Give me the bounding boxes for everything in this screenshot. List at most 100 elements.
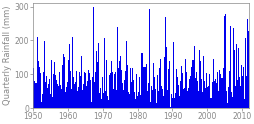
Bar [34, 81, 35, 108]
Bar [147, 91, 148, 108]
Bar [182, 89, 183, 108]
Bar [38, 86, 39, 108]
Bar [231, 68, 232, 108]
Bar [85, 98, 86, 108]
Bar [44, 82, 45, 108]
Bar [97, 43, 98, 108]
Bar [137, 92, 138, 108]
Bar [132, 68, 133, 108]
Bar [144, 67, 145, 108]
Bar [194, 78, 195, 108]
Bar [181, 73, 182, 108]
Bar [99, 93, 100, 108]
Bar [193, 60, 194, 108]
Bar [151, 52, 152, 108]
Bar [77, 87, 78, 108]
Bar [89, 80, 90, 108]
Bar [35, 83, 36, 108]
Bar [232, 28, 233, 108]
Bar [136, 96, 137, 108]
Bar [122, 90, 123, 108]
Bar [145, 56, 146, 108]
Bar [120, 56, 121, 108]
Bar [116, 27, 117, 108]
Bar [170, 94, 171, 108]
Bar [48, 83, 49, 108]
Bar [126, 41, 127, 108]
Bar [40, 73, 41, 108]
Bar [115, 72, 116, 108]
Bar [171, 35, 172, 108]
Bar [90, 102, 91, 108]
Bar [204, 70, 205, 108]
Bar [205, 73, 207, 108]
Bar [242, 67, 243, 108]
Bar [37, 37, 38, 108]
Bar [199, 61, 200, 108]
Bar [123, 80, 124, 108]
Bar [104, 91, 105, 108]
Bar [207, 86, 208, 108]
Bar [246, 19, 247, 108]
Bar [186, 91, 187, 108]
Bar [239, 86, 240, 108]
Bar [148, 9, 149, 108]
Bar [228, 71, 229, 108]
Bar [98, 98, 99, 108]
Bar [102, 77, 103, 108]
Bar [66, 87, 67, 108]
Bar [134, 92, 135, 108]
Bar [162, 96, 163, 108]
Bar [54, 62, 55, 108]
Bar [103, 38, 104, 108]
Bar [128, 92, 129, 108]
Bar [52, 97, 53, 108]
Bar [80, 76, 81, 108]
Bar [201, 92, 202, 108]
Bar [180, 66, 181, 108]
Bar [163, 57, 164, 108]
Bar [167, 69, 168, 108]
Bar [240, 65, 241, 108]
Bar [72, 37, 73, 108]
Bar [223, 16, 224, 108]
Bar [71, 79, 72, 108]
Bar [142, 67, 143, 108]
Bar [81, 56, 82, 108]
Bar [216, 72, 217, 108]
Bar [169, 107, 170, 108]
Bar [63, 54, 64, 108]
Bar [222, 68, 223, 108]
Bar [149, 102, 150, 108]
Bar [166, 47, 167, 108]
Bar [154, 89, 155, 108]
Bar [76, 91, 77, 108]
Bar [220, 78, 221, 108]
Bar [82, 90, 83, 108]
Bar [86, 86, 87, 108]
Bar [108, 75, 109, 108]
Bar [70, 89, 71, 108]
Bar [161, 89, 162, 108]
Bar [75, 82, 76, 108]
Bar [226, 103, 227, 108]
Bar [56, 80, 57, 108]
Bar [78, 57, 79, 108]
Bar [39, 67, 40, 108]
Bar [217, 91, 218, 108]
Bar [33, 68, 34, 108]
Bar [88, 70, 89, 108]
Bar [185, 58, 186, 108]
Bar [83, 84, 84, 108]
Bar [237, 78, 239, 108]
Bar [150, 86, 151, 108]
Bar [189, 76, 190, 108]
Bar [218, 70, 219, 108]
Bar [229, 26, 230, 108]
Bar [141, 53, 142, 108]
Bar [153, 63, 154, 108]
Bar [168, 61, 169, 108]
Bar [160, 59, 161, 108]
Bar [203, 81, 204, 108]
Bar [105, 84, 106, 108]
